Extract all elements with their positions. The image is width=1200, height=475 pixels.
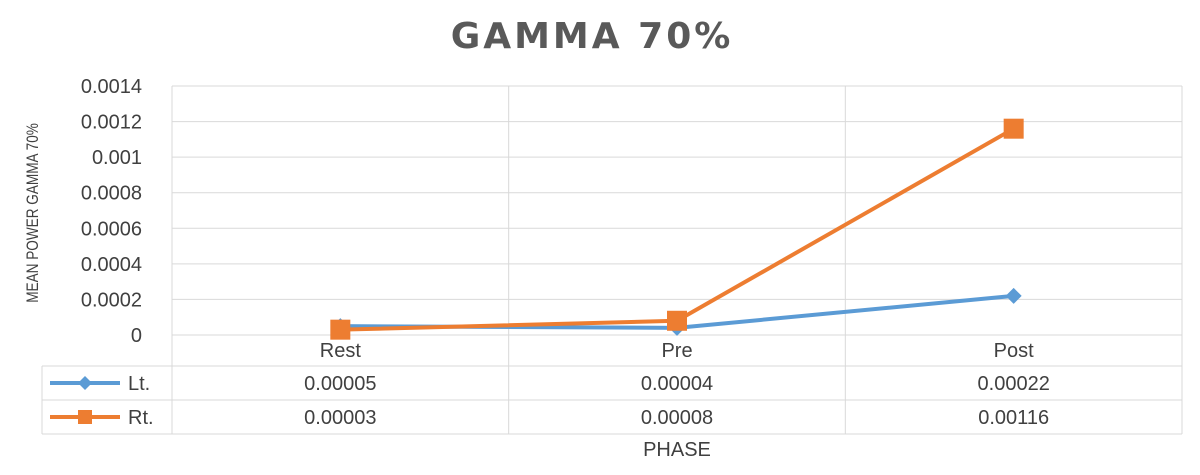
- y-axis-ticks: 0.0014 0.0012 0.001 0.0008 0.0006 0.0004 0.000…: [81, 76, 142, 347]
- legend-label: Rt.: [128, 407, 154, 429]
- y-tick-label: 0.0008: [81, 183, 142, 205]
- data-table-cell: 0.00003: [304, 407, 376, 429]
- y-tick-label: 0.0004: [81, 254, 142, 276]
- y-tick-label: 0.001: [92, 147, 142, 169]
- data-point: [1003, 118, 1024, 139]
- y-tick-label: 0.0002: [81, 289, 142, 311]
- chart-title: GAMMA 70%: [451, 16, 734, 57]
- data-table-cell: 0.00004: [641, 373, 713, 395]
- y-tick-label: 0.0006: [81, 218, 142, 240]
- y-axis-label: MEAN POWER GAMMA 70%: [24, 123, 43, 303]
- x-axis-label: PHASE: [643, 439, 711, 461]
- x-tick-label: Pre: [661, 340, 692, 362]
- plot-area: [330, 118, 1024, 340]
- y-tick-label: 0.0012: [81, 112, 142, 134]
- data-table-cell: 0.00005: [304, 373, 376, 395]
- legend-marker: [78, 376, 92, 390]
- data-table: Rest Pre Post Lt. 0.00005 0.00004 0.00022 Rt. 0.…: [41, 86, 1183, 435]
- data-point: [1005, 287, 1022, 304]
- x-tick-label: Rest: [320, 340, 362, 362]
- data-table-cell: 0.00008: [641, 407, 713, 429]
- y-tick-label: 0: [131, 325, 142, 347]
- x-tick-label: Post: [994, 340, 1034, 362]
- data-table-cell: 0.00116: [978, 407, 1049, 429]
- data-table-cell: 0.00022: [978, 373, 1050, 395]
- legend-label: Lt.: [128, 373, 150, 395]
- data-point: [667, 310, 687, 331]
- y-tick-label: 0.0014: [81, 76, 142, 98]
- data-point: [330, 319, 351, 340]
- legend-marker: [78, 410, 92, 424]
- gridlines: [172, 85, 1182, 336]
